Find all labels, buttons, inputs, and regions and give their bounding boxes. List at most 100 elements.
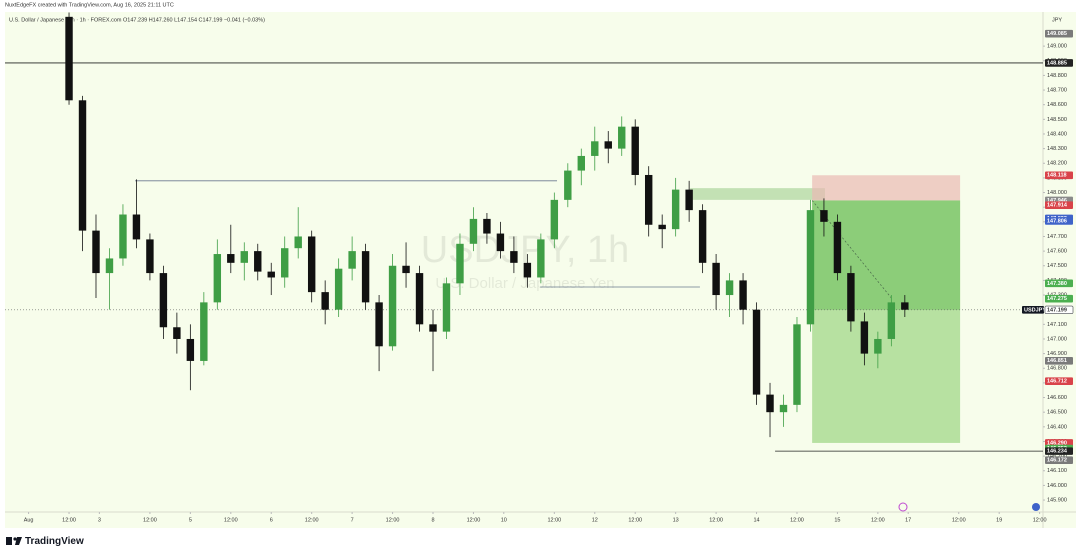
y-tick-label: 149.000 bbox=[1047, 44, 1067, 50]
stop-zone bbox=[812, 175, 961, 201]
logo-mark bbox=[15, 537, 22, 545]
candle-body bbox=[267, 271, 275, 278]
price-badge bbox=[1045, 59, 1073, 67]
candle-body bbox=[604, 141, 612, 149]
candle-body bbox=[105, 258, 114, 274]
y-tick-label: 145.900 bbox=[1047, 497, 1067, 503]
y-tick-label: 147.000 bbox=[1047, 336, 1067, 342]
x-tick-label: 12:00 bbox=[62, 517, 76, 523]
x-tick-label: 15 bbox=[834, 517, 840, 523]
candle-body bbox=[254, 251, 262, 272]
y-tick-label: 148.700 bbox=[1047, 87, 1067, 93]
price-badge-label: 146.234 bbox=[1047, 449, 1068, 455]
price-badge bbox=[1045, 377, 1073, 385]
candle-body bbox=[618, 126, 626, 149]
x-tick-label: 12:00 bbox=[709, 517, 723, 523]
x-tick-label: 6 bbox=[270, 517, 273, 523]
candle-body bbox=[388, 265, 397, 347]
candle-body bbox=[901, 302, 909, 310]
candle-body bbox=[442, 283, 451, 332]
price-badge bbox=[1045, 294, 1073, 303]
candle-body bbox=[307, 236, 316, 293]
price-badge bbox=[1045, 201, 1073, 209]
price-badge-label: 148.885 bbox=[1047, 60, 1067, 66]
last-price-label: 147.199 bbox=[1047, 307, 1067, 313]
candle-body bbox=[739, 280, 747, 310]
y-tick-label: 147.700 bbox=[1047, 234, 1067, 240]
candle-body bbox=[92, 230, 100, 274]
x-tick-label: 10 bbox=[501, 517, 507, 523]
brand: TradingView bbox=[6, 536, 84, 547]
price-badge-label: 146.712 bbox=[1047, 379, 1067, 385]
last-price-badge bbox=[1044, 305, 1074, 314]
y-tick-label: 147.100 bbox=[1047, 322, 1067, 328]
candle-body bbox=[766, 394, 774, 413]
y-tick-label: 146.500 bbox=[1047, 410, 1067, 416]
candle-body bbox=[847, 273, 855, 322]
y-tick-label: 148.200 bbox=[1047, 161, 1067, 167]
price-badge bbox=[1045, 456, 1073, 465]
x-tick-label: 12:00 bbox=[790, 517, 804, 523]
y-tick-label: 147.600 bbox=[1047, 249, 1067, 255]
y-tick-label: 146.100 bbox=[1047, 468, 1067, 474]
candle-body bbox=[321, 292, 329, 310]
candle-body bbox=[550, 199, 559, 240]
y-tick-label: 148.300 bbox=[1047, 146, 1067, 152]
y-tick-label: 148.000 bbox=[1047, 190, 1067, 196]
y-tick-label: 148.400 bbox=[1047, 131, 1067, 137]
candle-body bbox=[119, 214, 127, 259]
x-tick-label: 3 bbox=[98, 517, 101, 523]
candle-body bbox=[658, 224, 666, 230]
candle-body bbox=[752, 309, 761, 395]
candle-body bbox=[591, 141, 599, 156]
logo-mark bbox=[13, 537, 17, 541]
watermark-sub: U.S. Dollar / Japanese Yen bbox=[435, 275, 614, 292]
candle-body bbox=[173, 327, 181, 339]
x-tick-label: 12 bbox=[592, 517, 598, 523]
x-tick-label: 12:00 bbox=[143, 517, 157, 523]
candle-body bbox=[874, 338, 882, 354]
price-badge-label: 148.118 bbox=[1047, 173, 1067, 179]
x-tick-label: 7 bbox=[351, 517, 354, 523]
x-tick-label: 12:00 bbox=[952, 517, 966, 523]
y-tick-label: 148.600 bbox=[1047, 102, 1067, 108]
candle-body bbox=[429, 324, 437, 332]
candle-body bbox=[240, 251, 248, 263]
candle-body bbox=[200, 302, 208, 361]
candle-body bbox=[469, 218, 478, 244]
price-badge-label: 146.290 bbox=[1047, 440, 1067, 446]
candle-body bbox=[564, 170, 572, 200]
symbol-legend: U.S. Dollar / Japanese Yen · 1h · FOREX.… bbox=[9, 17, 265, 23]
candle-body bbox=[887, 302, 896, 339]
price-badge bbox=[1045, 29, 1073, 38]
x-tick-label: 5 bbox=[189, 517, 192, 523]
candle-body bbox=[793, 324, 801, 405]
price-badge-label: 147.380 bbox=[1047, 281, 1067, 287]
price-badge-label: 146.851 bbox=[1047, 358, 1067, 364]
candle-body bbox=[644, 174, 653, 225]
price-badge-label: 146.172 bbox=[1047, 458, 1067, 464]
x-tick-label: 13 bbox=[673, 517, 679, 523]
candle-body bbox=[833, 221, 842, 274]
x-tick-label: 12:00 bbox=[628, 517, 642, 523]
price-badge-label: 147.946 bbox=[1047, 198, 1067, 204]
candle-body bbox=[186, 338, 195, 361]
candle-body bbox=[537, 239, 545, 278]
y-tick-label: 146.400 bbox=[1047, 424, 1067, 430]
y-tick-label: 146.000 bbox=[1047, 483, 1067, 489]
flag-icon[interactable] bbox=[1032, 503, 1040, 511]
candle-body bbox=[159, 273, 168, 328]
candle-body bbox=[294, 236, 302, 249]
candle-body bbox=[78, 100, 87, 231]
price-badge-label: 147.914 bbox=[1047, 203, 1068, 209]
candle-body bbox=[213, 254, 222, 303]
candle-body bbox=[334, 268, 343, 310]
alert-icon[interactable] bbox=[898, 502, 908, 512]
x-tick-label: 12:00 bbox=[547, 517, 561, 523]
symbol-badge-label: USDJPY bbox=[1024, 307, 1046, 313]
candle-body bbox=[577, 155, 585, 171]
symbol-badge bbox=[1022, 306, 1044, 314]
candle-body bbox=[725, 280, 734, 296]
candle-body bbox=[456, 243, 464, 284]
